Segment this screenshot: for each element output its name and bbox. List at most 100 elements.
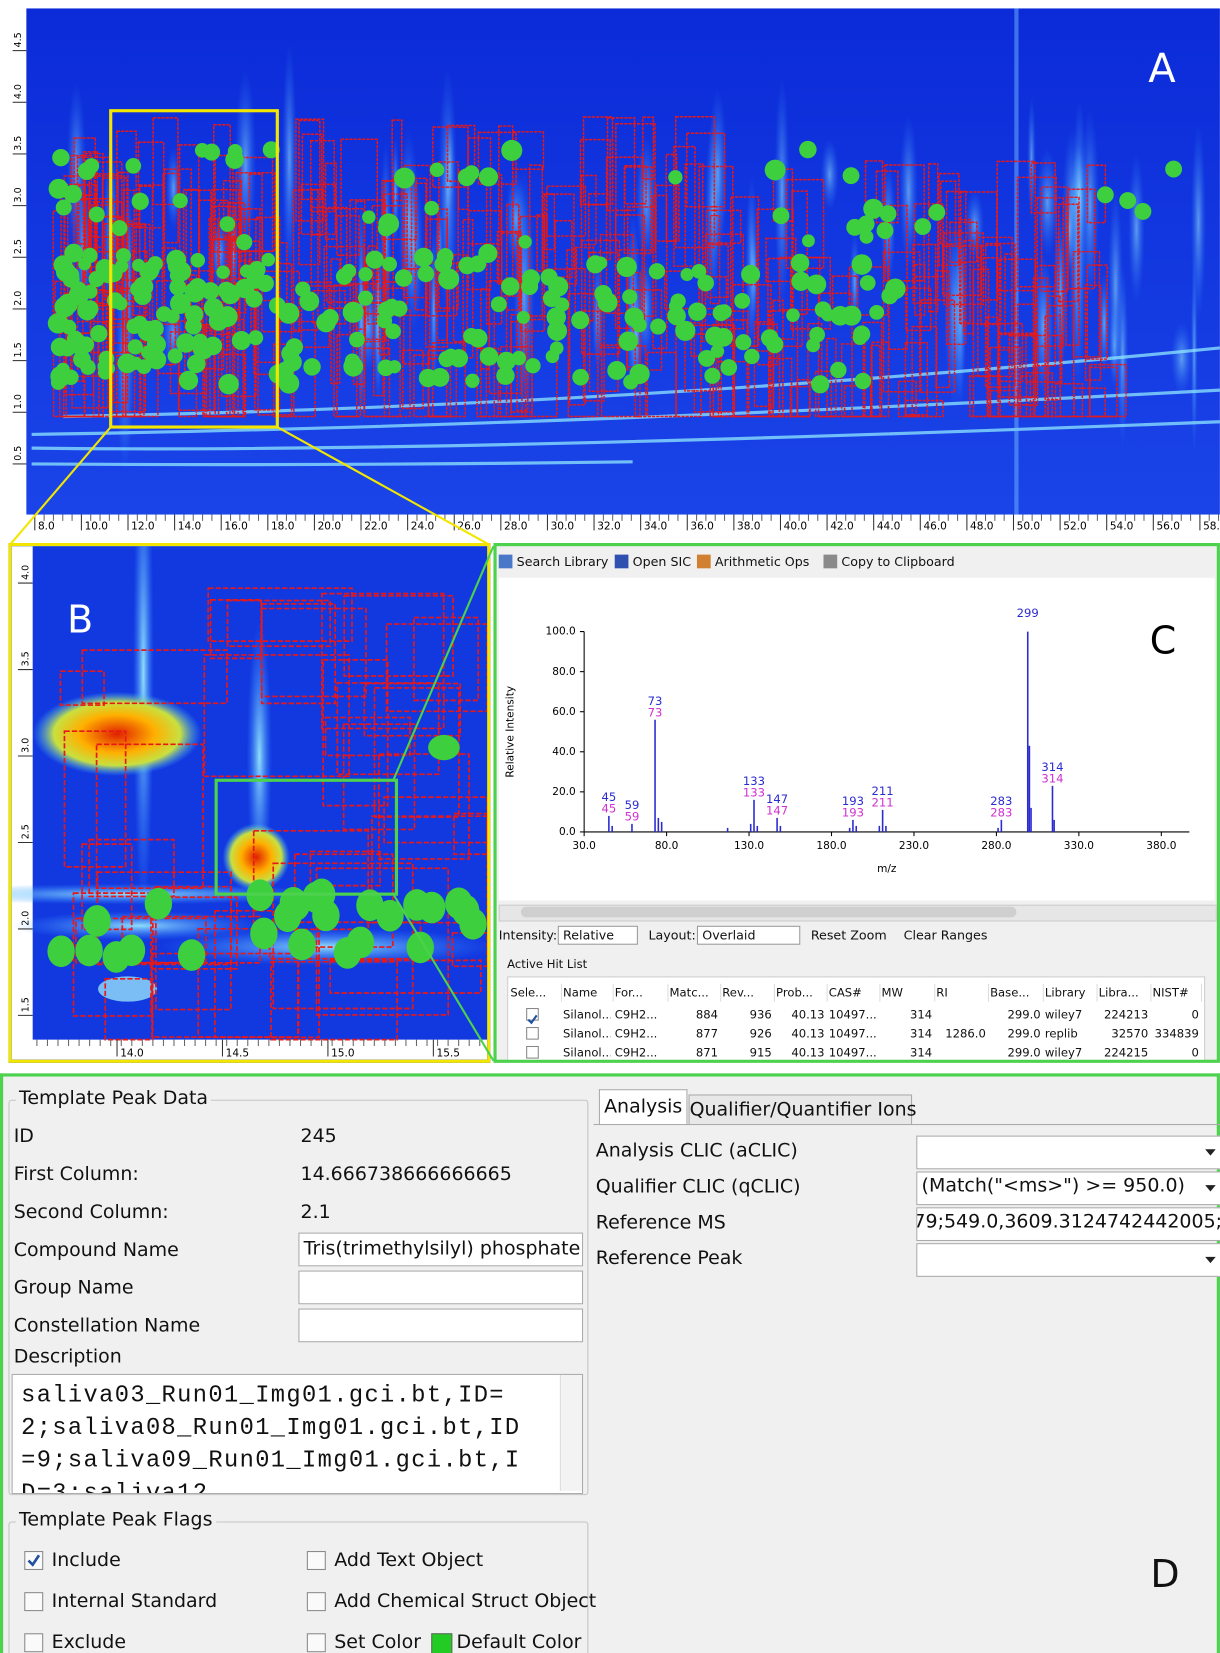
peak-marker bbox=[391, 300, 407, 316]
column-header: Matc... bbox=[670, 984, 722, 1002]
peak-marker bbox=[1097, 186, 1114, 203]
x-tick-label: 16.0 bbox=[224, 520, 247, 532]
peak-marker bbox=[525, 358, 540, 373]
table-cell: 0 bbox=[1152, 1006, 1198, 1024]
y-tick-label: 80.0 bbox=[552, 666, 575, 678]
checkbox[interactable] bbox=[307, 1551, 326, 1570]
field-value: 14.666738666666665 bbox=[301, 1163, 512, 1185]
peak-marker bbox=[675, 321, 695, 341]
row-checkbox[interactable] bbox=[526, 1027, 539, 1040]
color-label: Default Color bbox=[457, 1631, 582, 1653]
peak-marker bbox=[458, 257, 476, 275]
text-input[interactable] bbox=[298, 1309, 583, 1343]
scroll-thumb[interactable] bbox=[521, 907, 1017, 918]
table-cell: 334839 bbox=[1152, 1025, 1198, 1043]
peak-marker bbox=[192, 334, 208, 350]
checkbox[interactable] bbox=[307, 1633, 326, 1652]
dropdown-arrow[interactable] bbox=[1205, 1257, 1216, 1263]
h-scrollbar[interactable] bbox=[499, 905, 1217, 922]
peak-marker bbox=[885, 279, 906, 300]
y-tick-label: 100.0 bbox=[546, 626, 576, 638]
peak-marker bbox=[168, 348, 183, 363]
x-tick-label: 8.0 bbox=[38, 520, 55, 532]
table-cell: 0 bbox=[1152, 1044, 1198, 1062]
dropdown-arrow[interactable] bbox=[1205, 1185, 1216, 1191]
peak-marker bbox=[430, 162, 445, 177]
toolbar-button[interactable]: Arithmetic Ops bbox=[697, 555, 809, 570]
peak-marker bbox=[414, 248, 433, 267]
column-header: Libra... bbox=[1099, 984, 1152, 1002]
reset-zoom-button[interactable]: Reset Zoom bbox=[811, 928, 887, 943]
checkbox-label: Exclude bbox=[52, 1631, 126, 1653]
peak-marker bbox=[668, 170, 682, 184]
x-tick-label: 10.0 bbox=[85, 520, 108, 532]
button-text: Copy to Clipboard bbox=[841, 555, 954, 570]
peak-marker bbox=[630, 364, 650, 384]
combo-box[interactable]: (Match("<ms>") >= 950.0) bbox=[916, 1171, 1220, 1205]
text-input[interactable]: Tris(trimethylsilyl) phosphate bbox=[298, 1233, 583, 1267]
signal-streak bbox=[1128, 153, 1145, 304]
table-cell: Silanol... bbox=[563, 1044, 610, 1062]
peak-marker bbox=[928, 204, 945, 221]
combo-box[interactable] bbox=[916, 1136, 1220, 1170]
column-header: Sele... bbox=[510, 984, 562, 1002]
group-title: Template Peak Flags bbox=[16, 1509, 216, 1531]
intensity-combo[interactable]: Relative bbox=[558, 926, 638, 945]
peak-label: 299 bbox=[1017, 606, 1039, 620]
table-cell: 314 bbox=[881, 1025, 932, 1043]
peak-marker bbox=[83, 905, 110, 937]
panel-c: Search Library Open SIC Arithmetic Ops Copy… bbox=[493, 543, 1219, 1063]
peak-marker bbox=[250, 918, 277, 950]
peak-marker bbox=[428, 735, 460, 760]
y-tick-label: 0.5 bbox=[13, 446, 24, 461]
peak-marker bbox=[82, 248, 97, 263]
toolbar-button[interactable]: Search Library bbox=[499, 555, 609, 570]
peak-marker bbox=[717, 304, 732, 319]
dropdown-arrow[interactable] bbox=[1205, 1149, 1216, 1155]
peak-marker bbox=[869, 305, 884, 320]
tab[interactable]: Qualifier/Quantifier Ions bbox=[689, 1094, 913, 1125]
peak-marker bbox=[62, 266, 80, 284]
x-tick-label: 15.5 bbox=[437, 1048, 460, 1060]
icon bbox=[615, 555, 629, 569]
checkbox[interactable] bbox=[24, 1551, 43, 1570]
signal-streak bbox=[774, 76, 789, 308]
peak-marker bbox=[89, 206, 105, 222]
peak-marker bbox=[571, 311, 589, 329]
toolbar-button[interactable]: Copy to Clipboard bbox=[823, 555, 954, 570]
layout-combo[interactable]: Overlaid bbox=[697, 926, 800, 945]
tab[interactable]: Analysis bbox=[599, 1089, 688, 1125]
table-cell: 40.13 bbox=[776, 1006, 825, 1024]
text-input[interactable] bbox=[298, 1271, 583, 1305]
x-tick-label: 14.0 bbox=[120, 1048, 143, 1060]
clear-ranges-button[interactable]: Clear Ranges bbox=[904, 928, 988, 943]
toolbar-button[interactable]: Open SIC bbox=[615, 555, 691, 570]
panel-label: A bbox=[1148, 46, 1176, 92]
table-cell: 871 bbox=[670, 1044, 719, 1062]
description-box[interactable]: saliva03_Run01_Img01.gci.bt,ID=2;saliva0… bbox=[12, 1374, 583, 1494]
field-value: 245 bbox=[301, 1125, 337, 1147]
x-tick-label: 26.0 bbox=[457, 520, 480, 532]
column-header: For... bbox=[615, 984, 669, 1002]
combo-box[interactable] bbox=[916, 1243, 1220, 1277]
input-label: Group Name bbox=[14, 1277, 134, 1299]
checkbox[interactable] bbox=[307, 1592, 326, 1611]
peak-marker bbox=[650, 319, 666, 335]
combo-box[interactable]: 9479;549.0,3609.3124742442005; bbox=[916, 1207, 1220, 1241]
peak-marker bbox=[125, 158, 141, 174]
peak-marker bbox=[799, 141, 816, 158]
peak-marker bbox=[51, 375, 66, 390]
peak-marker bbox=[69, 285, 89, 305]
scrollbar[interactable] bbox=[560, 1375, 582, 1491]
color-swatch[interactable] bbox=[431, 1633, 452, 1653]
peak-marker bbox=[914, 218, 931, 235]
peak-marker bbox=[184, 282, 205, 303]
row-checkbox[interactable] bbox=[526, 1008, 539, 1021]
peak-marker bbox=[618, 332, 637, 351]
checkbox[interactable] bbox=[24, 1633, 43, 1652]
checkbox[interactable] bbox=[24, 1592, 43, 1611]
peak-marker bbox=[377, 313, 392, 328]
row-checkbox[interactable] bbox=[526, 1046, 539, 1059]
peak-marker bbox=[178, 939, 205, 971]
